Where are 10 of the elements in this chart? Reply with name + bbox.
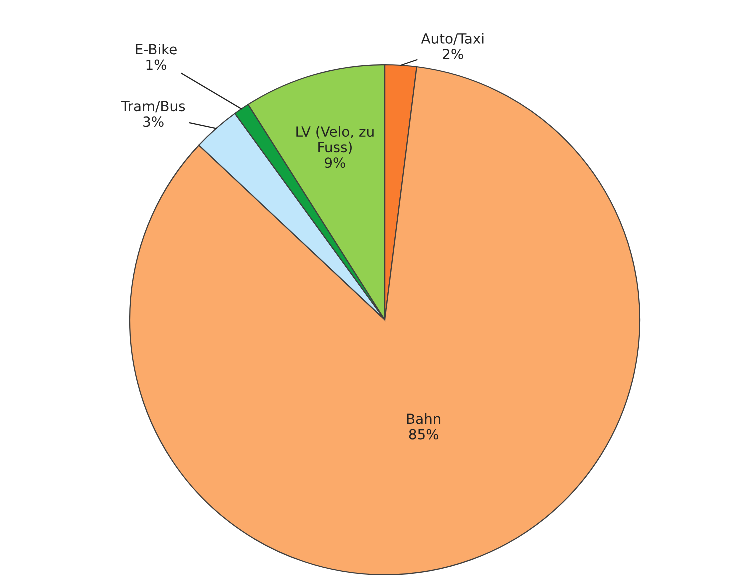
slice-label: Auto/Taxi — [421, 33, 484, 46]
slice-label: E-Bike — [136, 44, 177, 55]
data-label: 85% — [409, 429, 439, 440]
data-label: 3% — [144, 116, 164, 128]
slice-label: Tram/Bus — [121, 101, 186, 113]
data-label: 9% — [325, 158, 346, 168]
slice-label: LV (Velo, zu Fuss) — [296, 126, 374, 154]
data-label: 1% — [146, 60, 167, 70]
slice-label: Bahn — [407, 413, 441, 424]
data-label: 2% — [443, 48, 464, 60]
